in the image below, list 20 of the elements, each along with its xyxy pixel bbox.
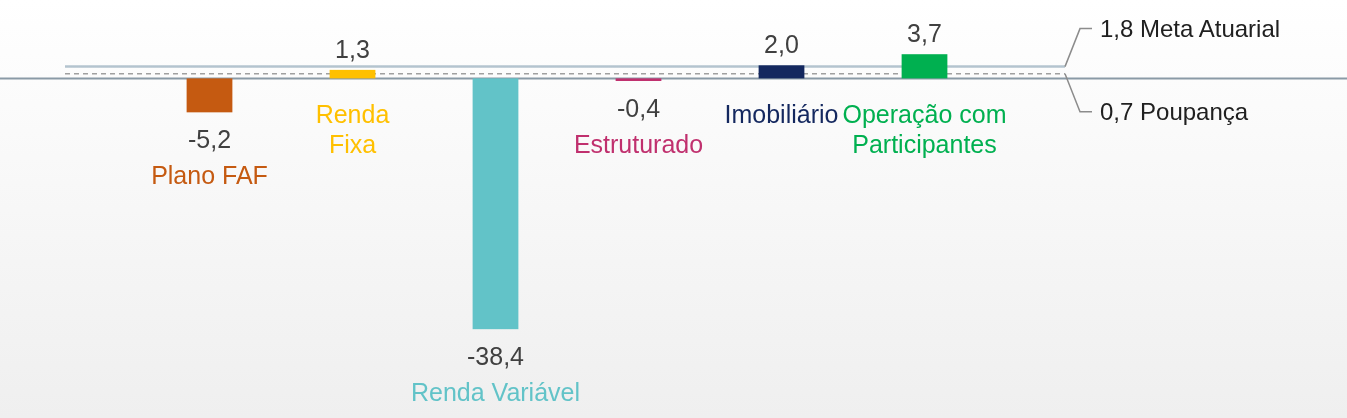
bar: [758, 65, 805, 79]
x-tick-label: Renda Fixa: [315, 100, 390, 159]
bar: [186, 78, 233, 113]
data-label: 2,0: [764, 30, 799, 59]
data-label: -38,4: [467, 342, 525, 371]
data-label: -0,4: [616, 93, 661, 122]
bar: [615, 78, 662, 81]
data-label: 1,3: [335, 34, 370, 63]
bar: [472, 78, 519, 330]
x-tick-label: Imobiliário: [724, 100, 839, 129]
x-tick-label: Estruturado: [573, 129, 704, 158]
x-tick-label: Operação com Participantes: [842, 100, 1007, 159]
x-tick-label: Renda Variável: [410, 378, 581, 407]
ref-line-label: 1,8 Meta Atuarial: [1100, 14, 1281, 42]
x-tick-label: Plano FAF: [151, 161, 268, 190]
bar: [329, 69, 376, 79]
ref-line-label: 0,7 Poupança: [1100, 97, 1249, 125]
bar: [901, 54, 948, 79]
data-label: -5,2: [187, 125, 232, 154]
data-label: 3,7: [907, 19, 942, 48]
